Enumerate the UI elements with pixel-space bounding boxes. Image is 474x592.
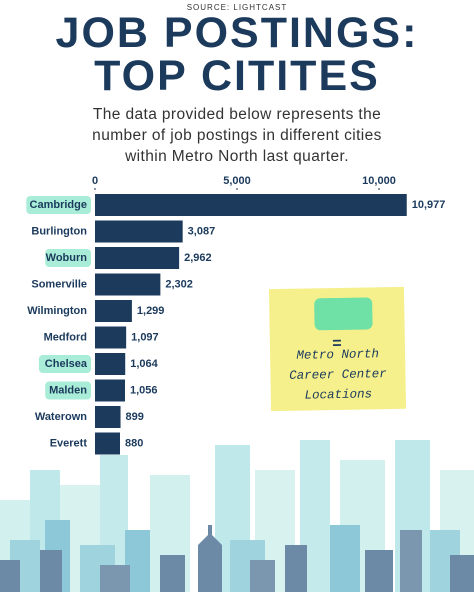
note-swatch (314, 297, 373, 331)
y-tick-label: Wilmington (27, 305, 87, 317)
y-tick-label: Burlington (31, 225, 87, 237)
value-label: 1,299 (137, 305, 165, 317)
bar (95, 273, 161, 296)
bar (95, 194, 407, 216)
source: SOURCE: LIGHTCAST (186, 3, 288, 12)
bar (95, 406, 121, 428)
value-label: 3,087 (188, 225, 216, 237)
skyline (0, 440, 474, 592)
title: JOB POSTINGS: TOP CITITES (55, 9, 419, 100)
x-tick-label: 10,000 (362, 175, 396, 187)
highlight (26, 196, 91, 214)
y-tick-label: Cambridge (30, 199, 87, 211)
value-label: 2,962 (184, 252, 212, 264)
bar (95, 379, 125, 402)
bar (95, 300, 132, 322)
subtitle: The data provided below represents the n… (92, 106, 382, 165)
x-tick-label: 5,000 (223, 175, 251, 187)
value-label: 880 (125, 437, 143, 449)
bar (95, 247, 180, 269)
value-label: 2,302 (165, 278, 193, 290)
bar (95, 432, 120, 455)
y-tick-label: Woburn (46, 252, 88, 264)
highlight (45, 249, 91, 267)
x-tick-label: 0 (92, 175, 98, 187)
bar (95, 353, 126, 375)
y-tick-label: Somerville (31, 278, 87, 290)
value-label: 899 (126, 411, 144, 423)
note-text: Metro North Career Center Locations (289, 347, 387, 403)
value-label: 1,064 (130, 358, 158, 370)
y-tick-label: Malden (49, 384, 87, 396)
bar (95, 326, 127, 349)
value-label: 10,977 (412, 199, 446, 211)
bar (95, 220, 183, 243)
value-label: 1,097 (131, 331, 159, 343)
y-tick-label: Waterown (35, 411, 87, 423)
sticky-note: = (268, 286, 407, 412)
note-symbol: = (332, 335, 342, 352)
y-tick-label: Everett (50, 437, 88, 449)
highlight (45, 381, 91, 400)
y-tick-label: Chelsea (45, 358, 88, 370)
y-tick-label: Medford (44, 331, 87, 343)
highlight (38, 355, 91, 373)
value-label: 1,056 (130, 384, 158, 396)
